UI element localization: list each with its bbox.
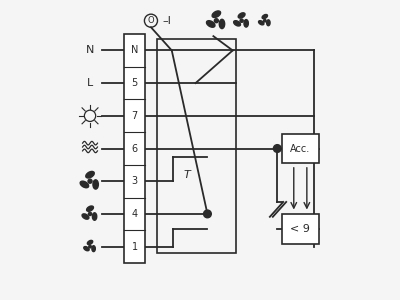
Text: N: N: [131, 45, 138, 56]
Circle shape: [274, 145, 281, 152]
Ellipse shape: [238, 13, 245, 18]
Text: 7: 7: [132, 111, 138, 121]
Circle shape: [264, 20, 266, 22]
Bar: [282, 134, 319, 164]
Ellipse shape: [92, 213, 97, 220]
Circle shape: [88, 179, 92, 183]
Ellipse shape: [92, 246, 95, 252]
Text: –I: –I: [162, 16, 171, 26]
Ellipse shape: [234, 21, 240, 26]
Text: Acc.: Acc.: [290, 143, 310, 154]
Ellipse shape: [87, 206, 94, 211]
Ellipse shape: [258, 21, 264, 25]
Ellipse shape: [267, 20, 270, 26]
Circle shape: [88, 212, 92, 215]
Text: 5: 5: [132, 78, 138, 88]
Circle shape: [214, 19, 218, 23]
Circle shape: [240, 19, 243, 22]
Text: O: O: [148, 16, 154, 25]
Ellipse shape: [80, 181, 89, 188]
Ellipse shape: [244, 20, 248, 27]
Text: T: T: [183, 170, 190, 180]
Circle shape: [204, 210, 211, 218]
Text: < 9: < 9: [290, 224, 310, 234]
Bar: [157, 38, 236, 253]
Circle shape: [89, 245, 91, 248]
Ellipse shape: [206, 21, 215, 27]
Text: L: L: [87, 78, 93, 88]
Ellipse shape: [212, 11, 220, 17]
Text: N: N: [86, 45, 94, 56]
Text: 4: 4: [132, 209, 138, 219]
Ellipse shape: [86, 171, 94, 178]
Ellipse shape: [87, 240, 93, 244]
Text: 3: 3: [132, 176, 138, 186]
Bar: [124, 34, 145, 263]
Text: 1: 1: [132, 242, 138, 252]
Bar: [282, 214, 319, 244]
Ellipse shape: [82, 214, 89, 219]
Ellipse shape: [93, 180, 98, 189]
Ellipse shape: [219, 19, 225, 28]
Ellipse shape: [262, 14, 268, 19]
Text: 6: 6: [132, 143, 138, 154]
Ellipse shape: [84, 247, 89, 251]
